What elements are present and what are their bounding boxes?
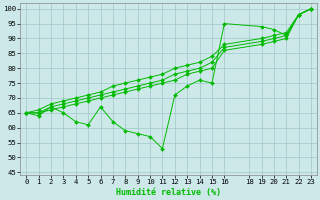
X-axis label: Humidité relative (%): Humidité relative (%) (116, 188, 221, 197)
